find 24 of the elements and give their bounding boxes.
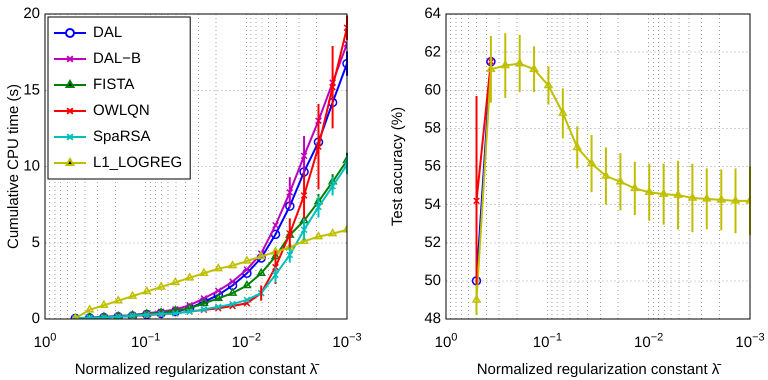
legend-label: OWLQN (93, 102, 150, 120)
y-tick-label: 52 (424, 234, 441, 251)
y-axis-title: Cumulative CPU time (s) (5, 84, 22, 250)
y-tick-label: 64 (424, 5, 441, 22)
legend-label: SpaRSA (93, 128, 151, 146)
y-axis-title: Test accuracy (%) (389, 106, 406, 226)
legend-label: DAL−B (93, 50, 141, 68)
y-tick-label: 54 (424, 196, 441, 213)
y-tick-label: 10 (23, 158, 40, 175)
y-tick-label: 0 (32, 310, 40, 328)
y-tick-label: 56 (424, 158, 441, 175)
y-tick-label: 15 (23, 81, 40, 98)
legend-label: FISTA (93, 76, 134, 94)
y-tick-label: 58 (424, 120, 441, 137)
legend-label: L1_LOGREG (93, 154, 182, 172)
y-tick-label: 5 (32, 234, 40, 251)
x-axis-title: Normalized regularization constant λ̄ (74, 361, 320, 378)
y-tick-label: 20 (23, 5, 40, 22)
y-tick-label: 48 (424, 310, 441, 328)
legend-label: DAL (93, 24, 122, 42)
y-tick-label: 60 (424, 81, 441, 98)
y-tick-label: 62 (424, 43, 441, 60)
x-axis-title: Normalized regularization constant λ̄ (476, 361, 722, 378)
y-tick-label: 50 (424, 272, 441, 290)
